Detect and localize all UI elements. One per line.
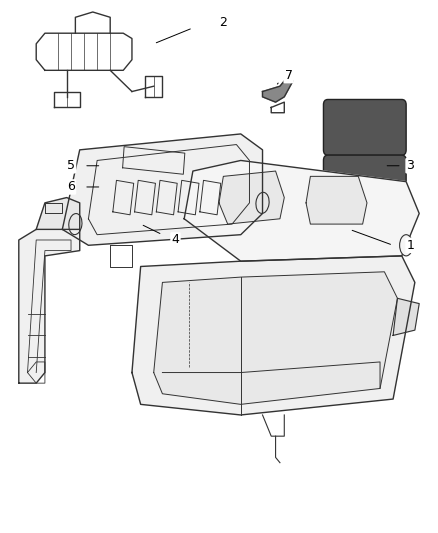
Ellipse shape: [399, 235, 413, 256]
Polygon shape: [19, 229, 80, 383]
Polygon shape: [132, 256, 415, 415]
Polygon shape: [36, 198, 80, 229]
FancyBboxPatch shape: [323, 100, 406, 155]
Polygon shape: [62, 134, 262, 245]
FancyBboxPatch shape: [323, 155, 406, 211]
Text: 2: 2: [219, 16, 227, 29]
Text: 5: 5: [67, 159, 75, 172]
Text: 3: 3: [406, 159, 414, 172]
Polygon shape: [306, 176, 367, 224]
Text: 4: 4: [172, 233, 180, 246]
Polygon shape: [262, 76, 293, 102]
Text: 7: 7: [285, 69, 293, 82]
Polygon shape: [154, 272, 397, 405]
Text: 6: 6: [67, 181, 75, 193]
Polygon shape: [184, 160, 419, 261]
Polygon shape: [393, 298, 419, 335]
Polygon shape: [219, 171, 284, 224]
Text: 1: 1: [406, 239, 414, 252]
